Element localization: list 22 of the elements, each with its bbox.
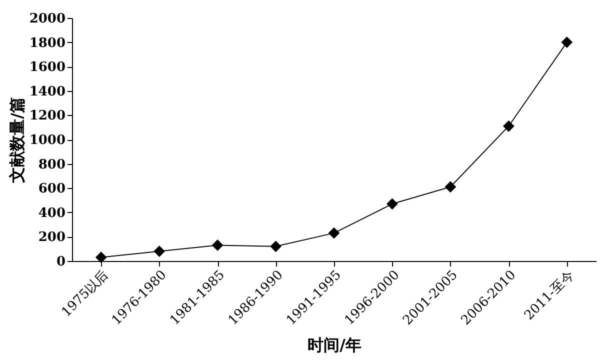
point xyxy=(328,227,340,239)
point xyxy=(561,36,573,48)
y-tick-label: 1800 xyxy=(29,36,66,51)
y-tick-label: 2000 xyxy=(29,12,66,26)
y-tick-label: 0 xyxy=(56,254,66,270)
y-axis-title: 文献数量/篇 xyxy=(7,97,26,184)
x-axis-title: 时间/年 xyxy=(308,336,362,355)
point xyxy=(212,240,224,251)
y-tick-label: 1200 xyxy=(29,108,66,124)
y-tick-label: 800 xyxy=(38,157,66,172)
y-tick-label: 400 xyxy=(38,206,66,221)
y-tick-label: 1400 xyxy=(29,84,66,100)
y-tick-label: 1600 xyxy=(29,60,66,76)
point xyxy=(386,198,398,210)
point xyxy=(95,252,107,264)
y-tick-label: 200 xyxy=(38,230,66,246)
point xyxy=(502,120,514,132)
y-tick-label: 600 xyxy=(38,182,66,197)
point xyxy=(444,181,456,193)
point xyxy=(270,240,282,252)
y-tick-label: 1000 xyxy=(29,133,66,148)
point xyxy=(154,246,166,257)
